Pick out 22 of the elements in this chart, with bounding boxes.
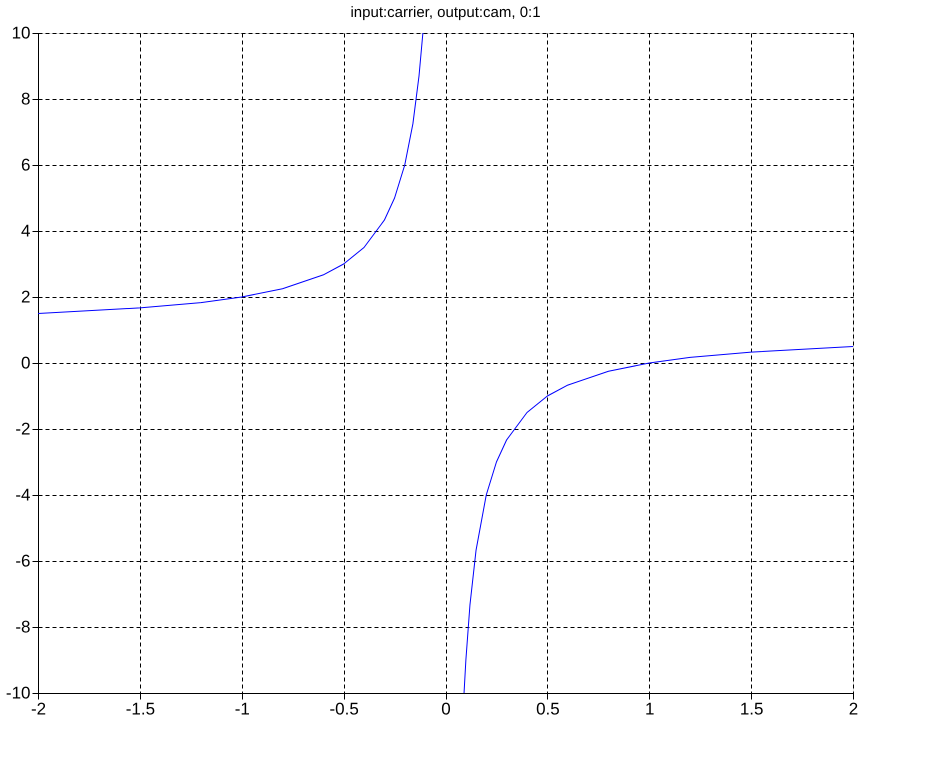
y-tick-label: 10	[12, 24, 30, 42]
chart-title: input:carrier, output:cam, 0:1	[350, 4, 541, 21]
x-tick-label: 0	[441, 700, 451, 718]
x-tick-label: 1	[645, 700, 654, 718]
y-tick-label: 2	[21, 288, 30, 306]
y-tick-label: -10	[6, 684, 30, 702]
x-tick-label: 2	[848, 700, 858, 718]
y-tick-label: -2	[15, 420, 30, 438]
x-tick-label: 0.5	[536, 700, 560, 718]
y-tick-label: 8	[21, 90, 30, 108]
x-tick-label: 1.5	[740, 700, 764, 718]
x-tick-label: -1	[234, 700, 250, 718]
y-tick-label: -6	[15, 552, 30, 570]
x-tick-label: -0.5	[329, 700, 359, 718]
y-tick-label: 4	[21, 222, 30, 240]
line-series	[464, 346, 853, 693]
line-series	[38, 33, 424, 314]
y-tick-label: 0	[21, 354, 30, 372]
y-tick-label: -4	[15, 486, 30, 504]
x-tick-label: -1.5	[126, 700, 156, 718]
y-tick-label: 6	[21, 156, 30, 174]
y-tick-label: -8	[15, 618, 30, 636]
